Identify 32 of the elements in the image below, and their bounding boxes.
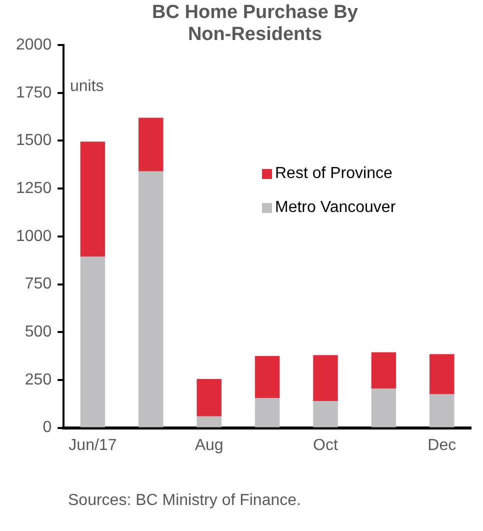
y-tick-label: 1750: [16, 84, 52, 102]
y-tick-label: 1000: [16, 228, 52, 245]
y-tick-label: 250: [24, 371, 52, 388]
y-tick-label: 2000: [16, 36, 52, 54]
source-note: Sources: BC Ministry of Finance.: [68, 492, 301, 510]
y-tick-label: 500: [24, 324, 52, 341]
y-tick-label: 0: [42, 419, 52, 436]
bar: [80, 142, 106, 256]
bar: [80, 256, 106, 428]
y-tick-label: 750: [24, 276, 52, 293]
bar: [313, 355, 338, 402]
x-tick-label: Aug: [194, 436, 224, 454]
annotation: units: [70, 78, 104, 96]
bar: [313, 401, 338, 428]
y-tick-label: 1250: [16, 180, 52, 197]
chart-title: BC Home Purchase By Non-Residents: [151, 2, 359, 46]
legend-label: Rest of Province: [275, 165, 392, 183]
y-tick-label: 1500: [16, 132, 52, 150]
bar: [371, 352, 396, 389]
bar: [138, 118, 164, 172]
bar: [196, 378, 222, 416]
bar: [254, 398, 280, 428]
legend-label: Metro Vancouver: [275, 199, 396, 217]
bar: [138, 171, 164, 428]
bar: [254, 356, 280, 398]
bar: [430, 394, 454, 428]
x-tick-label: Oct: [313, 436, 338, 454]
x-tick-label: Dec: [428, 436, 456, 454]
bar: [430, 354, 454, 394]
bar: [371, 388, 396, 428]
x-tick-label: Jun/17: [68, 436, 117, 454]
bar: [196, 416, 222, 428]
